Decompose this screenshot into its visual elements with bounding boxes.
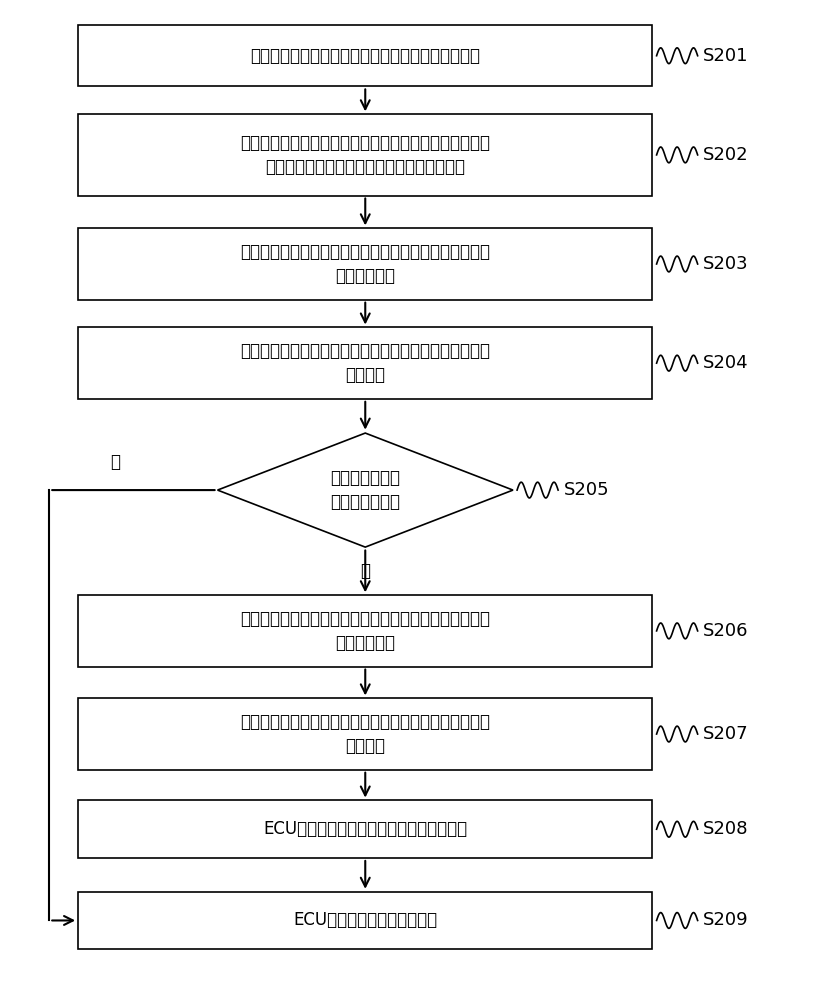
Bar bbox=[78, 327, 652, 399]
Bar bbox=[78, 800, 652, 858]
Bar bbox=[78, 892, 652, 949]
Text: ECU基于实际喷油量，控制发动机进行喷油: ECU基于实际喷油量，控制发动机进行喷油 bbox=[262, 820, 467, 838]
Text: ECU控制显示屏显示报错信息: ECU控制显示屏显示报错信息 bbox=[293, 911, 437, 929]
Text: S207: S207 bbox=[702, 725, 748, 743]
Text: 是: 是 bbox=[360, 562, 370, 580]
Text: 判断第一积分是
否在预设范围内: 判断第一积分是 否在预设范围内 bbox=[330, 469, 400, 511]
Bar bbox=[78, 595, 652, 667]
Text: 获取后氧传感器的信号，并根据后氧传感器的信号确定第
二实际空燃比: 获取后氧传感器的信号，并根据后氧传感器的信号确定第 二实际空燃比 bbox=[240, 610, 489, 652]
Text: S205: S205 bbox=[563, 481, 609, 499]
Text: 获取前氧传感器的信号，并根据前氧传感器的信号确定第
一实际空燃比: 获取前氧传感器的信号，并根据前氧传感器的信号确定第 一实际空燃比 bbox=[240, 243, 489, 285]
Polygon shape bbox=[217, 433, 513, 547]
Text: S201: S201 bbox=[702, 47, 748, 65]
Text: 建立发动机的不同工况与目标空燃比之间的对应关系: 建立发动机的不同工况与目标空燃比之间的对应关系 bbox=[250, 47, 479, 65]
Bar bbox=[78, 228, 652, 300]
Text: 否: 否 bbox=[110, 453, 120, 471]
Text: 基于第二实际空燃比和目标空燃比，对修正喷油量进行第
二次修正: 基于第二实际空燃比和目标空燃比，对修正喷油量进行第 二次修正 bbox=[240, 713, 489, 755]
Bar bbox=[78, 698, 652, 770]
Bar bbox=[78, 114, 652, 196]
Text: S203: S203 bbox=[702, 255, 748, 273]
Bar bbox=[78, 25, 652, 86]
Text: S202: S202 bbox=[702, 146, 748, 164]
Text: S204: S204 bbox=[702, 354, 748, 372]
Text: S208: S208 bbox=[702, 820, 748, 838]
Text: S209: S209 bbox=[702, 911, 748, 929]
Text: 基于第一实际空燃比和目标空燃比，对理论喷油量进行第
一次修正: 基于第一实际空燃比和目标空燃比，对理论喷油量进行第 一次修正 bbox=[240, 342, 489, 384]
Text: 获取发动机的当前工况对应的目标空燃比和当前进气量，
基于当前进气量和目标空燃比计算理论喷油量: 获取发动机的当前工况对应的目标空燃比和当前进气量， 基于当前进气量和目标空燃比计… bbox=[240, 134, 489, 176]
Text: S206: S206 bbox=[702, 622, 748, 640]
